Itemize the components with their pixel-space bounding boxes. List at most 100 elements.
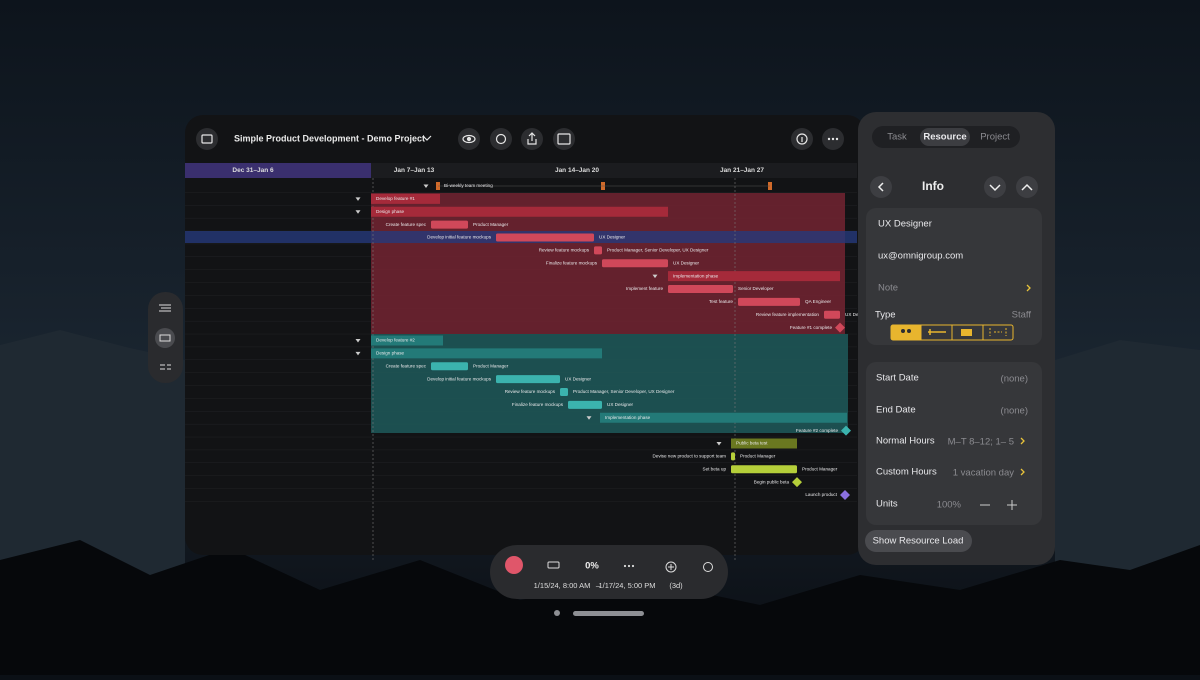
up-button[interactable] xyxy=(1016,176,1038,198)
group-name: Develop feature #2 xyxy=(376,338,415,343)
group-bar xyxy=(371,193,440,204)
task-name: Review feature mockups xyxy=(505,389,556,394)
milestone-name: Feature #2 complete xyxy=(796,428,839,433)
task-name: Create feature spec xyxy=(386,222,427,227)
units-stepper[interactable] xyxy=(980,500,1017,510)
task-bar xyxy=(738,297,800,306)
tab[interactable]: Resource xyxy=(923,132,966,143)
tab[interactable]: Project xyxy=(980,132,1010,143)
resource-name: UX Designer xyxy=(599,235,626,240)
folder-button[interactable] xyxy=(196,128,218,150)
nav-buttons xyxy=(870,176,1038,198)
start-date: 1/15/24, 8:00 AM xyxy=(534,581,591,590)
disclosure-triangle xyxy=(716,442,722,446)
resource-name: Product Manager, Senior Developer, UX De… xyxy=(573,389,675,394)
task-bar xyxy=(496,233,594,242)
window-bar[interactable] xyxy=(573,611,644,616)
type-selector xyxy=(890,324,1014,341)
note-field[interactable]: Note xyxy=(878,283,898,294)
disclosure-triangle xyxy=(652,274,658,279)
field-value: (none) xyxy=(1001,374,1028,385)
task-name: Develop initial feature mockups xyxy=(427,235,492,240)
down-button[interactable] xyxy=(984,176,1006,198)
button-label[interactable]: Show Resource Load xyxy=(873,536,964,547)
task-name: Finalize feature mockups xyxy=(546,260,598,265)
resource-name: Product Manager xyxy=(740,454,776,459)
task-name: Test feature xyxy=(709,299,733,304)
week-label: Jan 7–Jan 13 xyxy=(394,167,435,174)
group-bar xyxy=(371,206,668,217)
task-name: Set beta up xyxy=(703,466,727,471)
group-bar xyxy=(731,438,797,449)
milestone xyxy=(840,490,850,500)
record-button[interactable] xyxy=(505,556,523,574)
resource-name[interactable]: UX Designer xyxy=(878,219,932,230)
field-list: Start Date (none) End Date (none) Normal Hou… xyxy=(876,373,1028,479)
task-name: Implement feature xyxy=(626,286,663,291)
type-staff[interactable] xyxy=(891,325,921,340)
back-button[interactable] xyxy=(870,176,892,198)
date-separator: – xyxy=(596,581,601,590)
resource-name: Product Manager xyxy=(473,222,509,227)
task-bar xyxy=(731,452,735,461)
gantt: Dec 31–Jan 6 Jan 7–Jan 13 Jan 14–Jan 20 Jan… xyxy=(185,167,872,560)
disclosure-triangle xyxy=(586,416,592,420)
disclosure-triangle xyxy=(355,197,361,201)
disclosure-triangle xyxy=(355,210,361,214)
toolbar-buttons xyxy=(196,128,844,150)
field-value: 1 vacation day xyxy=(953,468,1015,479)
field-value: M–T 8–12; 1– 5 xyxy=(948,437,1014,448)
selected-tab xyxy=(920,128,970,146)
group-bar xyxy=(371,335,443,346)
milestone xyxy=(792,477,802,488)
project-title[interactable]: Simple Product Development - Demo Projec… xyxy=(234,133,425,143)
resource-email[interactable]: ux@omnigroup.com xyxy=(878,251,963,262)
milestone-name: Launch product xyxy=(805,492,837,497)
milestone-name: Feature #1 complete xyxy=(790,325,833,330)
resource-name: QA Engineer xyxy=(805,299,832,304)
nav-glyphs xyxy=(877,182,1033,192)
task-bar xyxy=(431,362,468,371)
task-name: Devise new product to support team xyxy=(652,454,726,459)
milestone xyxy=(841,425,851,436)
tab[interactable]: Task xyxy=(887,132,907,143)
disclosure-triangle xyxy=(355,351,361,356)
resource-name: UX Designer xyxy=(565,376,592,381)
task-bar xyxy=(824,310,840,319)
bottom-bar xyxy=(490,545,728,599)
type-value: Staff xyxy=(1012,310,1032,321)
progress-button[interactable] xyxy=(703,562,713,572)
dates-card xyxy=(866,362,1042,525)
task-bar xyxy=(496,375,560,384)
inspector-heading: Info xyxy=(922,179,944,193)
field-label: End Date xyxy=(876,405,916,416)
task-bar xyxy=(731,465,797,474)
resource-card xyxy=(866,208,1042,345)
percent-complete[interactable]: 0% xyxy=(585,561,599,572)
task-bar xyxy=(668,285,733,293)
task-bar xyxy=(560,388,568,396)
console-button[interactable] xyxy=(553,128,575,150)
field-label: Start Date xyxy=(876,373,919,384)
task-name: Create feature spec xyxy=(386,363,427,368)
window-dot[interactable] xyxy=(554,610,560,616)
history-button[interactable] xyxy=(490,128,512,150)
group-bar xyxy=(371,348,602,359)
task-bar xyxy=(594,246,602,255)
week-label: Dec 31–Jan 6 xyxy=(232,167,274,174)
duration: (3d) xyxy=(669,581,683,590)
group-bar xyxy=(668,271,840,282)
resource-name: UX Designer xyxy=(607,402,634,407)
week-label: Jan 14–Jan 20 xyxy=(555,167,599,174)
field-label: Normal Hours xyxy=(876,436,935,447)
end-date: 1/17/24, 5:00 PM xyxy=(598,581,655,590)
units-value[interactable]: 100% xyxy=(937,500,962,511)
resource-load-button[interactable] xyxy=(865,530,972,552)
more-dots[interactable] xyxy=(623,564,635,568)
task-icon[interactable] xyxy=(547,561,560,569)
resource-name: Senior Developer xyxy=(738,286,774,291)
add-button[interactable] xyxy=(665,561,677,573)
task-name: Bi-weekly team meeting xyxy=(444,183,493,188)
